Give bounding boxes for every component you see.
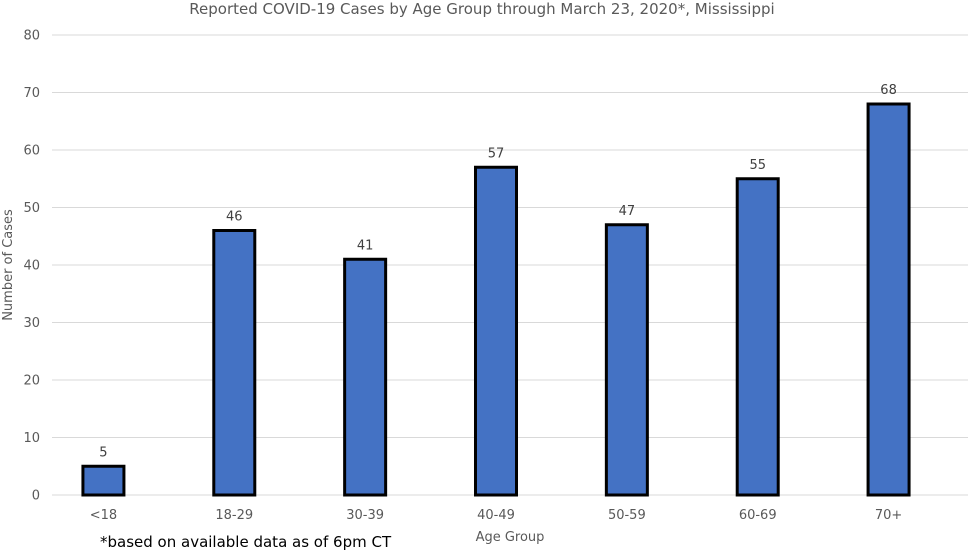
y-tick-label: 60	[23, 144, 40, 159]
bar-4	[474, 165, 518, 497]
bar-7	[866, 102, 911, 497]
x-tick-label: 70+	[875, 508, 902, 523]
data-label: 57	[488, 146, 505, 161]
x-tick-label: 40-49	[477, 508, 515, 523]
bar-2	[212, 229, 257, 497]
x-axis-title: Age Group	[476, 530, 545, 545]
data-label: 46	[226, 210, 243, 225]
data-label: 47	[619, 204, 636, 219]
y-tick-label: 20	[23, 374, 40, 389]
bar-6	[735, 177, 780, 497]
data-label: 41	[357, 238, 374, 253]
y-tick-label: 0	[32, 489, 40, 504]
data-label: 5	[99, 445, 107, 460]
data-label: 68	[880, 83, 897, 98]
y-tick-label: 70	[23, 86, 40, 101]
bar-1	[81, 464, 126, 497]
bar-5	[604, 223, 649, 497]
x-tick-label: 18-29	[215, 508, 253, 523]
x-tick-label: 30-39	[346, 508, 384, 523]
data-labels: 5 46 41 57 47 55 68	[99, 83, 897, 460]
footnote: *based on available data as of 6pm CT	[100, 533, 392, 551]
x-tick-label: 50-59	[608, 508, 646, 523]
y-tick-label: 80	[23, 29, 40, 44]
y-axis-ticks: 0 10 20 30 40 50 60 70 80	[23, 29, 40, 504]
y-axis-title: Number of Cases	[1, 209, 16, 321]
x-tick-label: <18	[90, 508, 117, 523]
x-axis-ticks: <18 18-29 30-39 40-49 50-59 60-69 70+	[90, 508, 903, 523]
data-label: 55	[749, 158, 766, 173]
bar-3	[343, 257, 388, 497]
x-tick-label: 60-69	[739, 508, 777, 523]
y-tick-label: 40	[23, 259, 40, 274]
y-tick-label: 10	[23, 431, 40, 446]
y-tick-label: 50	[23, 201, 40, 216]
y-tick-label: 30	[23, 316, 40, 331]
bars	[81, 102, 911, 497]
chart-title: Reported COVID-19 Cases by Age Group thr…	[189, 0, 774, 18]
